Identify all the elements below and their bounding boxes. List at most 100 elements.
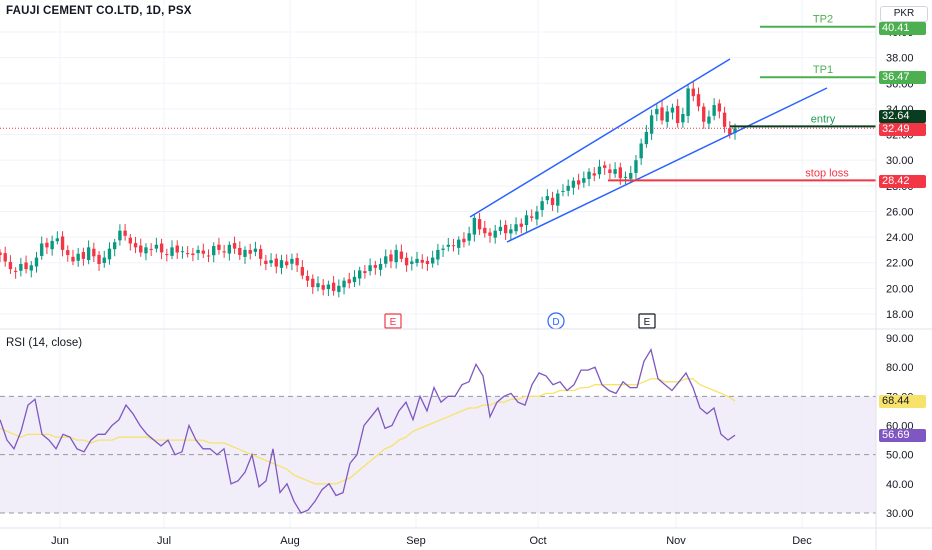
price-tick-label: 30.00: [886, 155, 914, 167]
candle-body: [644, 131, 649, 145]
candle-body: [0, 252, 2, 256]
candle-body: [493, 230, 497, 238]
candle-body: [175, 245, 179, 253]
rsi-line: [0, 348, 736, 514]
candle-body: [363, 271, 367, 273]
price-tick-label: 18.00: [886, 309, 914, 321]
candle-body: [201, 250, 205, 254]
candle-body: [415, 258, 419, 263]
time-tick-label: Oct: [529, 535, 546, 547]
candle-body: [608, 169, 612, 173]
candle-body: [24, 262, 28, 270]
candle-body: [60, 236, 65, 250]
candle-body: [550, 197, 555, 206]
candle-body: [133, 243, 138, 248]
candle-body: [118, 230, 122, 241]
candle-body: [269, 260, 273, 264]
candle-body: [722, 112, 727, 127]
candle-body: [733, 128, 737, 133]
earnings-marker: [384, 313, 402, 329]
tp2-label: TP2: [813, 14, 833, 26]
candle-body: [582, 178, 586, 183]
tp1-label: TP1: [813, 64, 833, 76]
candle-body: [446, 244, 450, 247]
candle-body: [399, 251, 404, 259]
candle-body: [170, 247, 174, 256]
candle-body: [467, 233, 471, 241]
candle-body: [389, 254, 393, 262]
candle-body: [717, 103, 722, 112]
candle-body: [571, 180, 576, 188]
rsi-title: RSI (14, close): [6, 337, 83, 349]
candle-body: [707, 116, 711, 124]
candle-body: [696, 94, 701, 107]
candle-body: [712, 105, 716, 116]
candle-body: [253, 248, 258, 252]
price-panel: [0, 82, 737, 298]
candle-body: [331, 282, 336, 291]
candle-body: [451, 245, 456, 247]
candle-body: [368, 265, 372, 272]
candle-body: [295, 257, 299, 266]
candle-body: [681, 114, 685, 123]
earnings-marker: [638, 313, 656, 329]
candle-body: [342, 280, 346, 288]
time-tick-label: Aug: [280, 535, 300, 547]
candle-body: [128, 237, 133, 244]
candle-body: [92, 248, 96, 257]
rsi-value-badge: 56.69: [879, 429, 926, 442]
price-tick-label: 20.00: [886, 283, 914, 295]
candle-body: [279, 260, 284, 268]
candle-body: [665, 111, 669, 122]
candle-body: [639, 143, 643, 159]
candle-body: [587, 171, 591, 179]
candle-body: [19, 264, 23, 271]
candle-body: [316, 283, 320, 288]
candle-body: [373, 265, 378, 268]
chart-title: FAUJI CEMENT CO.LTD, 1D, PSX: [6, 5, 192, 17]
candle-body: [566, 185, 570, 191]
candle-body: [227, 244, 232, 254]
channel-upper-line: [469, 58, 731, 218]
candle-body: [165, 254, 169, 256]
candle-body: [159, 243, 164, 253]
time-tick-label: Nov: [666, 535, 686, 547]
candle-body: [634, 160, 638, 173]
candle-body: [180, 251, 185, 253]
candle-body: [597, 166, 602, 175]
candle-body: [34, 257, 39, 267]
candle-body: [290, 258, 294, 264]
time-tick-label: Dec: [792, 535, 812, 547]
candle-body: [488, 232, 492, 236]
candle-body: [629, 173, 633, 179]
candle-body: [3, 253, 7, 262]
candle-body: [675, 105, 680, 124]
candle-body: [238, 247, 242, 256]
price-tick-label: 24.00: [886, 232, 914, 244]
candle-body: [206, 255, 211, 257]
rsi-tick-label: 40.00: [886, 479, 914, 491]
time-tick-label: Jul: [157, 535, 171, 547]
currency-selector[interactable]: PKR: [880, 6, 928, 22]
event-marker-label: E: [644, 317, 651, 328]
candle-body: [305, 275, 310, 281]
entry-label: entry: [811, 113, 836, 125]
candle-body: [498, 226, 503, 231]
candle-body: [154, 244, 159, 249]
rsi-tick-label: 30.00: [886, 508, 914, 520]
candle-body: [66, 250, 70, 256]
candle-body: [264, 260, 268, 265]
rsi-tick-label: 90.00: [886, 333, 914, 345]
candle-body: [86, 247, 91, 261]
candle-body: [285, 261, 289, 266]
event-marker-label: E: [390, 317, 397, 328]
time-tick-label: Sep: [406, 535, 426, 547]
candle-body: [477, 219, 482, 230]
candle-body: [613, 169, 617, 174]
entry-price-badge: 32.64: [879, 110, 926, 123]
candle-body: [384, 256, 388, 264]
candle-body: [420, 259, 424, 263]
candle-body: [483, 227, 487, 234]
tp2-price-badge: 40.41: [879, 22, 926, 35]
